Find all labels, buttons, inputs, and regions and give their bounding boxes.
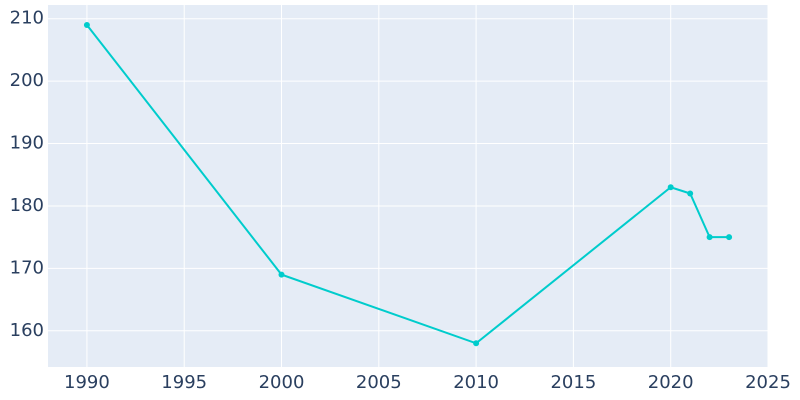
y-tick-label: 190 (10, 133, 44, 154)
x-tick-label: 2000 (259, 372, 305, 393)
x-tick-label: 2020 (648, 372, 694, 393)
data-point (83, 21, 90, 28)
y-tick-label: 170 (10, 257, 44, 278)
data-point (473, 340, 480, 347)
x-tick-label: 2015 (550, 372, 596, 393)
data-point (687, 190, 694, 197)
x-tick-label: 1995 (161, 372, 207, 393)
y-tick-label: 160 (10, 320, 44, 341)
plot-area (48, 5, 768, 367)
data-point (726, 234, 733, 241)
y-tick-label: 180 (10, 195, 44, 216)
x-tick-label: 2025 (745, 372, 791, 393)
x-tick-label: 1990 (64, 372, 110, 393)
x-tick-label: 2010 (453, 372, 499, 393)
x-tick-label: 2005 (356, 372, 402, 393)
data-point (706, 234, 713, 241)
y-tick-label: 210 (10, 8, 44, 29)
data-point (278, 271, 285, 278)
y-tick-label: 200 (10, 70, 44, 91)
data-point (667, 184, 674, 191)
